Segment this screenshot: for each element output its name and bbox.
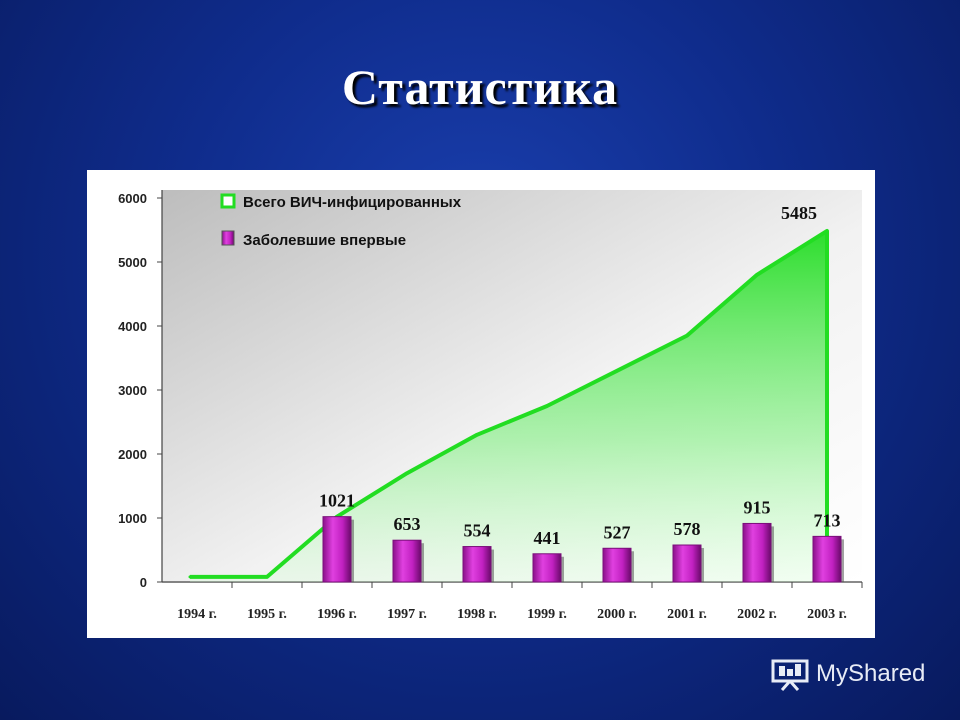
bar-new-cases	[462, 546, 492, 583]
legend-swatch-total	[220, 193, 236, 209]
x-tick-label: 1994 г.	[177, 607, 217, 622]
bar-new-cases	[742, 522, 772, 583]
bar-data-label: 578	[674, 519, 701, 539]
x-tick-label: 1997 г.	[387, 607, 427, 622]
x-tick-label: 2001 г.	[667, 607, 707, 622]
point-total	[475, 433, 479, 437]
bar-layer	[322, 516, 844, 583]
bar-new-cases	[532, 553, 562, 583]
y-tick-label: 6000	[118, 191, 147, 206]
label-layer: 1021 653 554 441 527 578 915 713 5485	[319, 203, 841, 548]
slide-title: Статистика	[341, 59, 619, 115]
point-total	[755, 273, 759, 277]
y-tick-label: 5000	[118, 255, 147, 270]
bar-new-cases	[812, 535, 842, 583]
bar-new-cases	[602, 547, 632, 583]
point-total	[825, 229, 829, 233]
point-total	[188, 575, 192, 579]
watermark: MyShared	[770, 656, 925, 692]
point-total	[685, 334, 689, 338]
presentation-icon	[771, 659, 809, 691]
bar-data-label: 554	[464, 521, 491, 541]
watermark-text: MyShared	[816, 660, 926, 687]
x-tick-label: 1996 г.	[317, 607, 357, 622]
bar-data-label: 915	[744, 497, 771, 517]
area-layer	[188, 228, 829, 582]
legend-label-new: Заболевшие впервые	[243, 232, 406, 249]
bar-data-label: 527	[604, 522, 631, 542]
chart-panel: 0 1000 2000 3000 4000 5000 6000 1994 г. 1995 г. 1…	[87, 170, 875, 638]
bar-data-label: 653	[394, 514, 421, 534]
legend: Всего ВИЧ-инфицированных Заболевшие впер…	[220, 193, 462, 249]
y-tick-label: 1000	[118, 511, 147, 526]
x-tick-label: 2002 г.	[737, 607, 777, 622]
x-tick-label: 1995 г.	[247, 607, 287, 622]
point-total	[265, 575, 269, 579]
legend-swatch-new	[221, 230, 235, 246]
bar-new-cases	[392, 539, 422, 583]
legend-label-total: Всего ВИЧ-инфицированных	[243, 194, 462, 211]
y-tick-label: 3000	[118, 383, 147, 398]
x-tick-label: 2003 г.	[807, 607, 847, 622]
x-tick-label: 2000 г.	[597, 607, 637, 622]
bar-new-cases	[322, 516, 352, 583]
area-fill-total	[190, 230, 827, 582]
chart-svg: 0 1000 2000 3000 4000 5000 6000 1994 г. 1995 г. 1…	[118, 190, 863, 622]
bar-data-label: 441	[534, 528, 561, 548]
point-total	[615, 369, 619, 373]
bar-data-label: 1021	[319, 491, 355, 511]
x-tick-label: 1998 г.	[457, 607, 497, 622]
x-tick-label: 1999 г.	[527, 607, 567, 622]
point-total	[545, 404, 549, 408]
point-total	[405, 471, 409, 475]
area-data-label: 5485	[781, 203, 817, 223]
y-tick-label: 4000	[118, 319, 147, 334]
bar-data-label: 713	[814, 510, 841, 530]
y-tick-label: 2000	[118, 447, 147, 462]
bar-new-cases	[672, 544, 702, 583]
y-tick-label: 0	[140, 575, 147, 590]
